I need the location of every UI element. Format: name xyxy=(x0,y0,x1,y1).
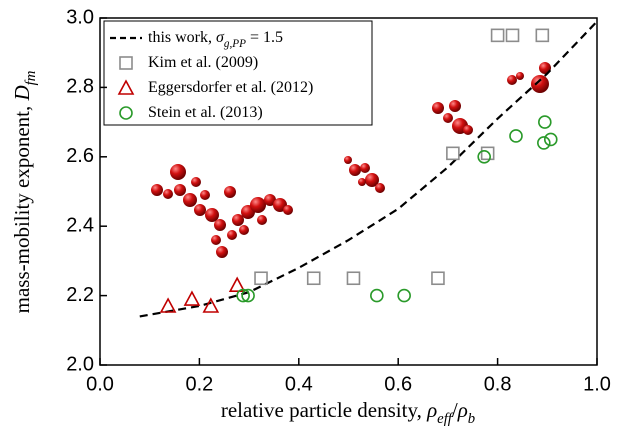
x-tick-label: 0.8 xyxy=(484,373,512,395)
label-part: g,PP xyxy=(224,38,246,50)
label-part: mass-mobility exponent, xyxy=(10,100,34,313)
square-marker xyxy=(446,146,460,161)
legend-label: Eggersdorfer et al. (2012) xyxy=(148,79,313,96)
x-tick-label: 0.6 xyxy=(384,373,412,395)
circle-marker xyxy=(543,132,558,147)
y-tick-label: 2.0 xyxy=(66,353,94,375)
y-tick-label: 2.8 xyxy=(66,76,94,98)
legend-label: this work, σg,PP = 1.5 xyxy=(148,29,283,50)
dashed-line xyxy=(139,20,598,318)
label-part: relative particle density, xyxy=(221,398,427,422)
aggregate-illustrations xyxy=(151,62,551,258)
square-marker xyxy=(119,56,133,70)
circle-marker xyxy=(370,288,384,303)
label-part: / xyxy=(452,398,458,422)
label-part: ρ xyxy=(426,398,437,422)
x-tick-label: 0.0 xyxy=(86,373,114,395)
label-part: b xyxy=(468,411,475,427)
triangle-marker xyxy=(159,297,177,313)
x-tick-label: 1.0 xyxy=(583,373,611,395)
y-tick-label: 3.0 xyxy=(66,6,94,28)
circle-marker xyxy=(537,136,551,150)
circle-marker xyxy=(241,288,255,303)
x-tick-label: 0.4 xyxy=(285,373,313,395)
square-marker xyxy=(306,271,321,286)
label-part: Stein et al. (2013) xyxy=(148,104,263,121)
circle-marker xyxy=(477,150,491,164)
circle-marker xyxy=(509,129,523,143)
y-tick-label: 2.2 xyxy=(66,284,94,306)
y-tick-label: 2.6 xyxy=(66,145,94,167)
square-marker xyxy=(535,28,550,43)
square-marker xyxy=(254,271,268,286)
legend-frame xyxy=(103,20,373,126)
label-part: D xyxy=(10,85,34,101)
x-axis-label: relative particle density, ρeff/ρb xyxy=(221,398,475,428)
label-part: fm xyxy=(23,71,39,86)
label-part: Kim et al. (2009) xyxy=(148,54,258,71)
label-part: eff xyxy=(437,411,454,427)
square-marker xyxy=(490,28,505,43)
label-part: = 1.5 xyxy=(246,29,283,46)
label-part: σ xyxy=(216,29,225,46)
label-part: this work, xyxy=(148,29,216,46)
triangle-marker xyxy=(202,297,220,313)
square-marker xyxy=(431,271,445,286)
triangle-marker xyxy=(117,79,135,95)
plot-frame xyxy=(99,17,598,366)
square-marker xyxy=(505,28,520,43)
circle-marker xyxy=(538,115,552,129)
circle-marker xyxy=(236,288,250,303)
label-part: Eggersdorfer et al. (2012) xyxy=(148,79,313,96)
square-marker xyxy=(480,146,495,161)
legend-label: Kim et al. (2009) xyxy=(148,54,258,71)
x-tick-label: 0.2 xyxy=(185,373,213,395)
triangle-marker xyxy=(228,276,246,292)
legend-label: Stein et al. (2013) xyxy=(148,104,263,121)
circle-marker xyxy=(119,106,133,120)
circle-marker xyxy=(397,288,411,303)
y-axis-label: mass-mobility exponent, Dfm xyxy=(10,71,40,314)
triangle-marker xyxy=(183,290,201,306)
y-tick-label: 2.4 xyxy=(66,214,94,236)
label-part: ρ xyxy=(457,398,468,422)
square-marker xyxy=(346,271,361,286)
